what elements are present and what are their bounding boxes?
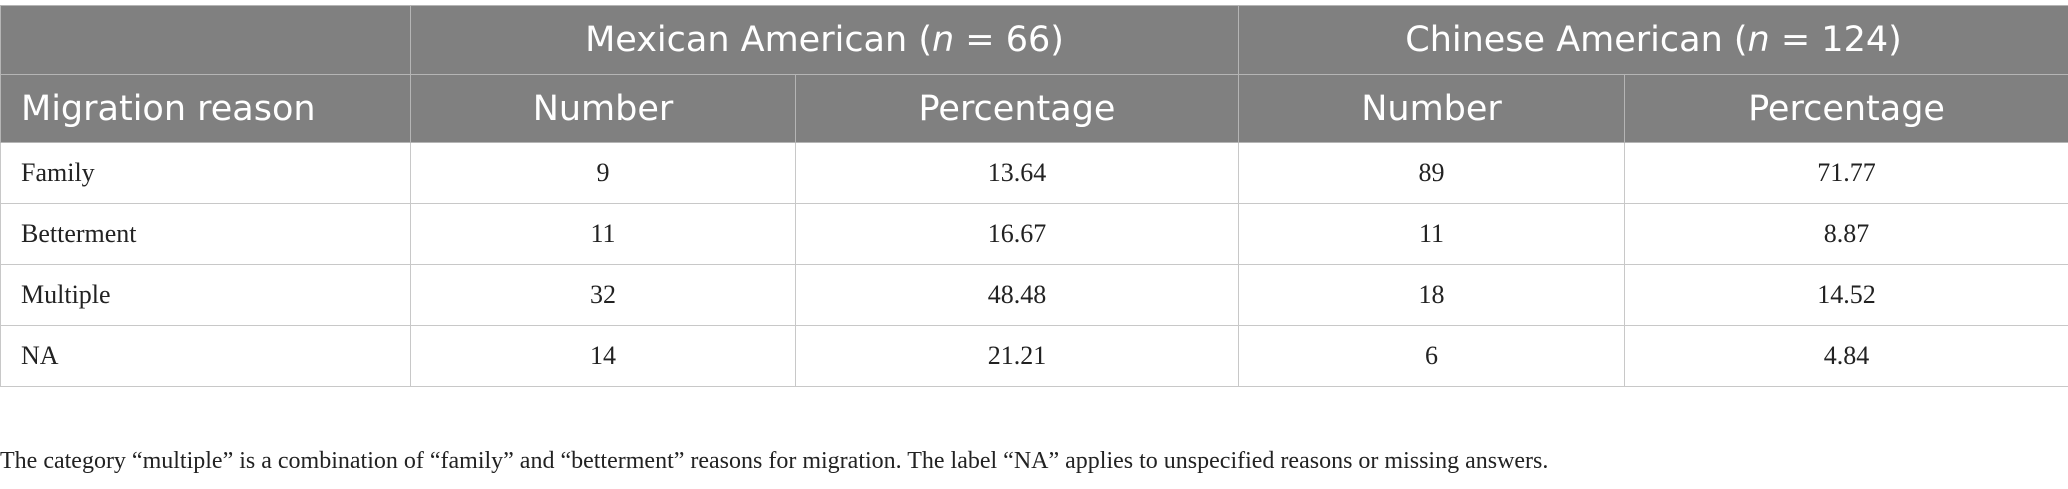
cell: 71.77 — [1624, 142, 2068, 204]
cell: 11 — [1238, 203, 1626, 265]
cell: 21.21 — [794, 325, 1240, 387]
table-row: NA 14 21.21 6 4.84 — [0, 325, 2068, 387]
row-label: Betterment — [0, 203, 411, 265]
cell: 18 — [1238, 264, 1626, 326]
table-body: Family 9 13.64 89 71.77 Betterment 11 16.67 11 8.… — [0, 142, 2068, 387]
column-header-row: Migration reason Number Percentage Number Pe… — [0, 74, 2068, 143]
cell: 89 — [1238, 142, 1626, 204]
table-row: Multiple 32 48.48 18 14.52 — [0, 264, 2068, 326]
header-italic: n — [931, 20, 955, 60]
cell: 6 — [1238, 325, 1626, 387]
data-table: Mexican American (n = 66) Chinese Americ… — [0, 5, 2068, 387]
cell: 32 — [410, 264, 796, 326]
header-italic: n — [1747, 20, 1770, 60]
cell: 11 — [410, 203, 796, 265]
cell: 9 — [410, 142, 796, 204]
footnote: The category “multiple” is a combination… — [0, 448, 1549, 474]
table-row: Family 9 13.64 89 71.77 — [0, 142, 2068, 204]
group-header: Mexican American (n = 66) — [409, 5, 1240, 75]
table-row: Betterment 11 16.67 11 8.87 — [0, 203, 2068, 265]
row-label: Multiple — [0, 264, 411, 326]
header-text: Mexican American ( — [585, 20, 932, 60]
column-header: Percentage — [794, 74, 1240, 143]
header-text: = 124) — [1769, 20, 1902, 60]
column-header: Number — [1238, 74, 1626, 143]
header-text: = 66) — [954, 20, 1064, 60]
cell: 14 — [410, 325, 796, 387]
cell: 16.67 — [794, 203, 1240, 265]
column-header: Number — [410, 74, 796, 143]
group-header: Chinese American (n = 124) — [1238, 5, 2068, 75]
cell: 13.64 — [794, 142, 1240, 204]
column-header: Percentage — [1624, 74, 2068, 143]
row-label: Family — [0, 142, 411, 204]
row-label: NA — [0, 325, 411, 387]
cell: 8.87 — [1624, 203, 2068, 265]
cell: 14.52 — [1624, 264, 2068, 326]
empty-header — [0, 5, 411, 75]
cell: 4.84 — [1624, 325, 2068, 387]
cell: 48.48 — [794, 264, 1240, 326]
group-header-row: Mexican American (n = 66) Chinese Americ… — [0, 5, 2068, 75]
header-text: Chinese American ( — [1405, 20, 1748, 60]
column-header: Migration reason — [0, 74, 411, 143]
